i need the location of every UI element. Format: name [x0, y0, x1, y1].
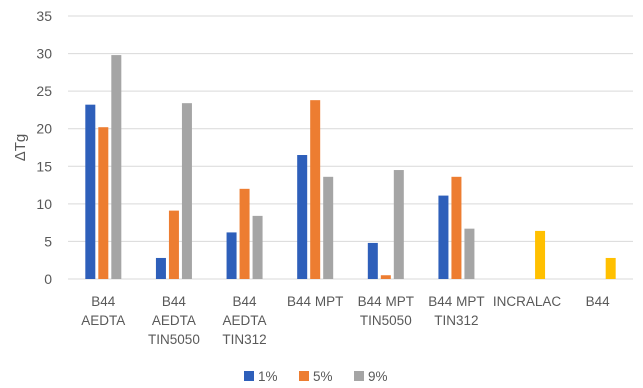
bar: [111, 55, 122, 280]
legend-label: 1%: [258, 369, 278, 384]
x-category-label: B44 AEDTA TIN312: [222, 294, 266, 347]
bar: [239, 188, 250, 279]
x-category-label: B44 MPT TIN312: [428, 294, 484, 328]
x-category-label: INCRALAC: [493, 294, 562, 309]
y-axis-label: ΔTg: [12, 134, 29, 162]
x-category-label: B44 AEDTA TIN5050: [148, 294, 200, 347]
x-category-label: B44 AEDTA: [81, 294, 125, 328]
legend-swatch: [244, 371, 254, 381]
legend-label: 5%: [313, 369, 333, 384]
legend: 1% 5% 9%: [244, 369, 388, 384]
bar: [438, 195, 449, 279]
y-tick-label: 15: [36, 158, 52, 174]
bar: [380, 275, 391, 279]
bar: [323, 176, 334, 279]
gridlines: [68, 15, 633, 280]
y-tick-label: 0: [44, 271, 52, 287]
y-tick-label: 10: [36, 196, 52, 212]
legend-swatch: [354, 371, 364, 381]
bar: [605, 257, 616, 279]
legend-swatch: [299, 371, 309, 381]
bars: [85, 55, 616, 280]
bar: [168, 210, 179, 279]
bar: [252, 215, 263, 279]
bar: [85, 104, 96, 279]
x-category-label: B44 MPT: [287, 294, 343, 309]
bar: [393, 170, 404, 279]
bar: [464, 228, 475, 279]
x-category-label: B44: [586, 294, 611, 309]
y-tick-label: 5: [44, 233, 52, 249]
bar: [367, 242, 378, 279]
bar: [226, 232, 237, 279]
bar: [310, 100, 321, 279]
y-tick-label: 20: [36, 121, 52, 137]
bar: [181, 103, 192, 279]
y-tick-label: 25: [36, 83, 52, 99]
x-axis-category-labels: B44 AEDTA B44 AEDTA TIN5050 B44 AEDTA TIN312 B44…: [81, 294, 610, 347]
bar: [451, 176, 462, 279]
y-tick-label: 30: [36, 46, 52, 62]
bar: [98, 127, 109, 279]
bar: [297, 155, 308, 279]
bar: [535, 230, 546, 279]
y-axis-ticks: 0 5 10 15 20 25 30 35: [36, 8, 52, 287]
legend-label: 9%: [368, 369, 388, 384]
x-category-label: B44 MPT TIN5050: [358, 294, 414, 328]
y-tick-label: 35: [36, 8, 52, 24]
bar: [155, 257, 166, 279]
